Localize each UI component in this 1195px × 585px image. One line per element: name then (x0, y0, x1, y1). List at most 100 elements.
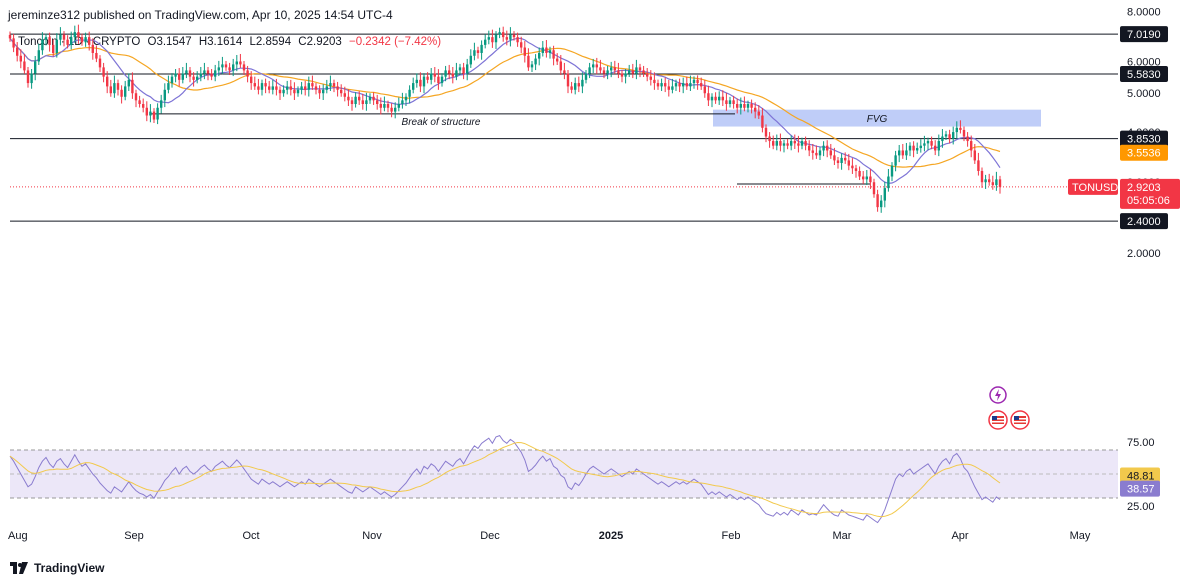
candle-body (84, 37, 87, 43)
candle-body (365, 100, 368, 105)
candle-body (343, 93, 346, 97)
candle-body (952, 132, 955, 139)
candle-body (995, 179, 998, 186)
candle-body (527, 55, 530, 68)
footer-brand[interactable]: TradingView (34, 561, 105, 575)
candle-body (372, 96, 375, 101)
change-value: −0.2342 (−7.42%) (348, 36, 442, 48)
candle-body (404, 96, 408, 101)
date-tick-label: Apr (951, 530, 968, 542)
candle-body (199, 73, 202, 77)
candle-body (293, 89, 296, 94)
open-value: O3.1547 (147, 36, 192, 48)
date-tick-label: Mar (833, 530, 852, 542)
date-tick-label: 2025 (599, 530, 623, 542)
candle-body (559, 61, 562, 71)
candle-body (865, 176, 868, 180)
candle-body (462, 67, 465, 74)
flag-stripes (1014, 416, 1026, 424)
candle-body (858, 170, 861, 177)
candle-body (408, 89, 411, 97)
candle-body (329, 83, 332, 87)
candle-body (937, 141, 940, 151)
ema-value-label: 3.5536 (1127, 148, 1161, 160)
level-tag-2 (1120, 130, 1168, 147)
candle-body (869, 176, 872, 183)
candle-body (379, 104, 382, 108)
candle-body (739, 104, 742, 108)
date-tick-label: Feb (722, 530, 741, 542)
candle-body (80, 37, 84, 43)
candle-body (271, 86, 274, 90)
candle-body (516, 37, 519, 43)
candle-body (818, 150, 822, 156)
date-tick-label: May (1070, 530, 1091, 542)
candle-body (19, 55, 22, 62)
tradingview-logo-icon (10, 562, 28, 574)
flag-stripe (992, 418, 1004, 420)
candle-body (800, 141, 804, 146)
candle-body (466, 64, 469, 74)
candle-body (509, 34, 512, 40)
candle-body (732, 100, 735, 105)
candle-body (196, 76, 199, 80)
candle-body (988, 179, 991, 183)
candle-body (235, 61, 238, 65)
candle-body (361, 100, 364, 105)
candle-body (145, 107, 148, 116)
candle-body (62, 34, 66, 40)
low-value: L2.8594 (249, 36, 292, 48)
candle-body (430, 73, 433, 80)
candle-body (412, 83, 415, 90)
candle-body (674, 83, 678, 87)
candle-body (322, 89, 325, 94)
candle-body (523, 47, 526, 56)
candle-body (448, 70, 451, 74)
candle-body (336, 86, 339, 90)
candle-body (131, 79, 134, 94)
flag-stripe (1014, 421, 1026, 423)
candle-body (908, 145, 912, 151)
close-value: C2.9203 (298, 36, 342, 48)
candle-body (210, 73, 213, 77)
candle-body (707, 93, 710, 101)
candle-body (455, 70, 458, 77)
candle-body (998, 179, 1002, 187)
candle-body (570, 86, 573, 90)
candle-body (574, 83, 577, 90)
candle-body (955, 127, 958, 133)
candle-body (239, 61, 242, 65)
rsi-ma-tag (1120, 467, 1160, 484)
candle-body (494, 34, 498, 43)
flag-stripes (992, 416, 1004, 424)
candle-body (253, 83, 256, 87)
candle-body (397, 104, 400, 108)
candle-body (415, 79, 418, 84)
candle-body (592, 64, 595, 68)
candle-body (613, 67, 616, 71)
candle-body (275, 86, 278, 90)
candle-body (534, 58, 537, 65)
candle-body (620, 73, 624, 77)
candle-body (268, 86, 271, 90)
candle-body (156, 107, 159, 120)
candle-body (556, 58, 559, 62)
candle-body (962, 129, 966, 137)
candle-body (811, 150, 814, 153)
candle-body (314, 86, 318, 90)
rsi-ma-line (9, 441, 1001, 518)
candle-body (743, 104, 746, 108)
candle-body (606, 70, 609, 74)
candle-body (149, 111, 152, 116)
candle-body (804, 141, 807, 146)
candle-body (566, 73, 570, 87)
candle-body (822, 145, 825, 151)
candle-body (696, 79, 699, 84)
candle-body (296, 89, 300, 94)
level-tag-3 (1120, 213, 1168, 230)
candle-body (599, 67, 602, 71)
candle-body (660, 83, 663, 87)
candle-body (73, 32, 76, 38)
candle-body (246, 70, 249, 77)
